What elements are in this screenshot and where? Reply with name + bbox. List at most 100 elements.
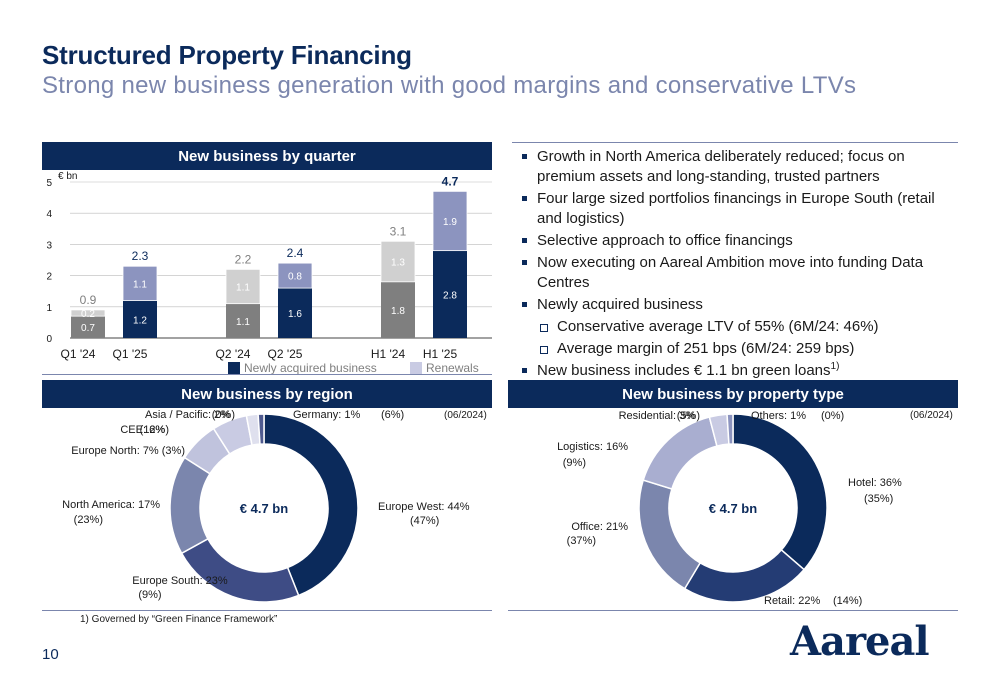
slice-prior-label: (6%) [381,409,404,421]
donut-center-label: € 4.7 bn [240,501,288,516]
aareal-logo: Aareal [790,618,930,665]
x-tick-label: H1 '24 [371,347,406,361]
donut-slice [726,413,734,445]
bar-value-label: 0.2 [81,309,95,320]
slice-label: Europe North: 7% (3%) [71,445,185,457]
slice-prior-label: (14%) [833,595,862,607]
slice-label: North America: 17% [62,499,160,511]
y-tick-label: 3 [46,240,52,251]
bar-value-label: 1.2 [133,315,147,326]
slice-prior-label: (12%) [140,424,169,436]
x-tick-label: Q2 '25 [268,347,303,361]
x-tick-label: Q1 '24 [61,347,96,361]
y-tick-label: 5 [46,178,52,189]
bar-value-label: 1.9 [443,217,457,228]
page-title: Structured Property Financing [42,40,412,70]
slice-label: Europe West: 44% [378,501,470,513]
slice-prior-label: (0%) [212,409,235,421]
donut-slice [638,479,702,590]
property-panel-heading: New business by property type [508,380,958,408]
divider [42,374,492,375]
slice-label: Residential: 3% [619,410,696,422]
bullet-item: Four large sized portfolios financings i… [520,189,960,229]
region-panel-heading-text: New business by region [181,385,353,403]
legend-label: Renewals [426,361,479,375]
bar-renewals [380,240,416,283]
bar-renewals [70,309,106,317]
slice-prior-label: (9%) [563,457,586,469]
bar-total-label: 2.4 [287,246,304,260]
bar-newly-acquired [278,288,312,338]
slice-label: Europe South: 23% [132,575,228,587]
slice-prior-label: (35%) [864,493,893,505]
property-date-note: (06/2024) [910,410,953,421]
sub-bullet-item: Conservative average LTV of 55% (6M/24: … [520,317,960,337]
bar-value-label: 0.7 [81,323,95,334]
unit-label: € bn [58,171,77,182]
page-number: 10 [42,646,59,663]
divider [42,610,492,611]
slice-prior-label: (5%) [677,410,700,422]
slice-prior-label: (23%) [74,514,103,526]
donut-slice [180,537,300,603]
slice-label: Asia / Pacific: 2% [145,409,230,421]
bar-value-label: 1.1 [236,283,250,294]
bar-value-label: 2.8 [443,290,457,301]
slice-prior-label: (47%) [410,515,439,527]
bar-newly-acquired [433,250,467,338]
y-tick-label: 1 [46,303,52,314]
bar-total-label: 3.1 [390,224,407,238]
region-donut-chart: Europe West: 44% (47%) Europe South: 23% (9… [62,409,470,603]
y-tick-label: 4 [46,209,52,220]
bar-newly-acquired [123,300,157,338]
bar-value-label: 1.8 [391,306,405,317]
slice-label: Hotel: 36% [848,477,902,489]
bar-total-label: 4.7 [442,174,459,188]
slice-prior-label: (37%) [567,535,596,547]
quarter-bar-chart: 0 1 2 3 4 5 € bn 0.7 0.2 0.9 Q1 '24 1.2 1.1 2.3 Q1 '25… [46,171,492,375]
legend-swatch-newly-acquired [228,362,240,374]
property-panel-heading-text: New business by property type [622,385,844,403]
y-tick-label: 2 [46,272,52,283]
donut-slice [642,416,718,490]
bar-value-label: 0.8 [288,272,302,283]
donut-slice [257,413,265,445]
bar-value-label: 1.3 [391,258,405,269]
divider [508,610,958,611]
region-date-note: (06/2024) [444,410,487,421]
bar-value-label: 1.1 [236,317,250,328]
property-donut-chart: Hotel: 36% (35%) Retail: 22% (14%) Office: 2… [557,410,902,607]
bullet-text: New business includes € 1.1 bn green loa… [537,362,831,379]
divider [512,142,958,143]
footnote: 1) Governed by “Green Finance Framework” [80,614,278,625]
sub-bullet-item: Average margin of 251 bps (6M/24: 259 bp… [520,339,960,359]
bullet-item: Selective approach to office financings [520,231,960,251]
bar-total-label: 2.2 [235,252,252,266]
footnote-marker: 1) [830,361,840,372]
bar-renewals [432,190,468,252]
bar-newly-acquired [226,303,260,338]
donut-slice [263,413,359,597]
bar-value-label: 1.1 [133,279,147,290]
bullet-item: Growth in North America deliberately red… [520,147,960,187]
page-subtitle: Strong new business generation with good… [42,72,857,99]
donut-slice [169,456,211,555]
slice-prior-label: (0%) [821,410,844,422]
bar-newly-acquired [71,316,105,338]
bar-renewals [225,268,261,305]
quarter-panel-heading: New business by quarter [42,142,492,170]
slice-label: Retail: 22% [764,595,820,607]
slice-label: Others: 1% [751,410,806,422]
region-panel-heading: New business by region [42,380,492,408]
donut-center-label: € 4.7 bn [709,501,757,516]
bullet-item: Newly acquired business [520,295,960,315]
slice-label: Logistics: 16% [557,441,628,453]
bar-total-label: 0.9 [80,293,97,307]
donut-slice [732,413,828,571]
bullet-item: New business includes € 1.1 bn green loa… [520,361,960,381]
bar-total-label: 2.3 [132,249,149,263]
bar-value-label: 1.6 [288,309,302,320]
quarter-panel-heading-text: New business by quarter [178,147,356,165]
x-tick-label: H1 '25 [423,347,458,361]
bar-renewals [122,265,158,301]
